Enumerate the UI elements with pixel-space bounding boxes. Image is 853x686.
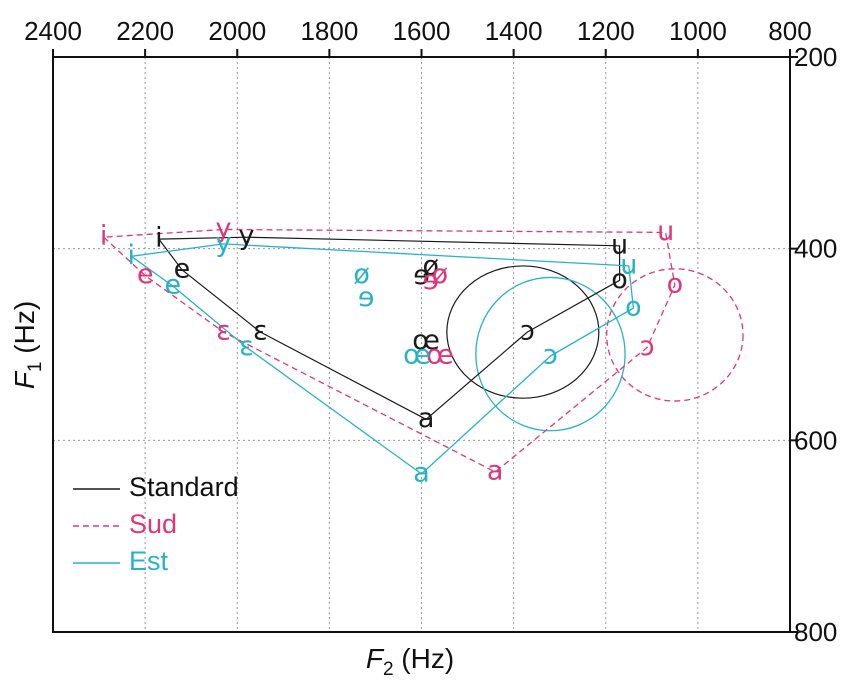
ellipse-sud xyxy=(606,268,744,402)
outline-standard xyxy=(158,236,621,420)
vowel-point-sud: y xyxy=(215,213,231,244)
vowel-point-sud: u xyxy=(657,216,674,247)
y-axis-title-unit: (Hz) xyxy=(9,301,40,362)
x-tick-label: 800 xyxy=(768,16,811,46)
vowel-point-sud: o xyxy=(667,269,684,300)
vowel-point-standard: u xyxy=(611,229,628,260)
vowel-point-est: ɘ xyxy=(358,282,375,313)
axis-titles: F2 (Hz) F1 (Hz) xyxy=(9,301,454,680)
vowel-point-standard: ø xyxy=(422,250,439,281)
vowel-point-est: a xyxy=(413,457,430,488)
x-tick-label: 2400 xyxy=(24,16,82,46)
x-tick-label: 1800 xyxy=(300,16,358,46)
y-axis-title-sub: 1 xyxy=(25,361,46,372)
vowel-point-sud: ɘ xyxy=(422,265,439,296)
y-tick-label: 400 xyxy=(794,234,837,264)
vowel-point-standard: ɛ xyxy=(253,316,268,347)
vowel-point-sud: ɔ xyxy=(640,331,655,362)
x-axis-title-unit: (Hz) xyxy=(394,643,455,674)
vowel-point-standard: a xyxy=(418,403,435,434)
y-axis-title-main: F xyxy=(9,370,40,389)
vowel-point-standard: œ xyxy=(412,325,440,356)
legend-label-est: Est xyxy=(129,546,169,576)
x-tick-label: 2200 xyxy=(116,16,174,46)
vowel-point-standard: o xyxy=(611,264,628,295)
x-axis-title-main: F xyxy=(366,643,385,674)
vowel-point-standard: ɔ xyxy=(520,316,535,347)
vowel-point-est: ɔ xyxy=(543,340,558,371)
vowel-point-est: i xyxy=(128,240,136,271)
vowel-point-est: u xyxy=(620,249,637,280)
legend-label-standard: Standard xyxy=(129,472,239,502)
vowel-point-sud: ɛ xyxy=(216,316,231,347)
grid-lines xyxy=(53,57,790,632)
y-tick-label: 200 xyxy=(794,42,837,72)
vowel-point-standard: e xyxy=(174,253,191,284)
axis-ticks: 2400 2200 2000 1800 1600 1400 1200 1000 80020040… xyxy=(24,16,837,647)
vowel-point-est: ø xyxy=(353,259,370,290)
x-tick-label: 2000 xyxy=(208,16,266,46)
vowel-point-est: ɛ xyxy=(239,331,254,362)
ellipse-standard xyxy=(446,265,600,399)
x-tick-label: 1000 xyxy=(669,16,727,46)
vowel-point-standard: ɘ xyxy=(413,260,430,291)
legend-label-sud: Sud xyxy=(129,509,177,539)
dispersion-ellipses xyxy=(446,265,744,432)
outline-sud xyxy=(103,228,676,473)
x-tick-label: 1400 xyxy=(485,16,543,46)
vowel-point-standard: i xyxy=(155,223,163,254)
vowel-point-sud: œ xyxy=(426,340,454,371)
outline-est xyxy=(130,243,635,475)
vowel-point-est: y xyxy=(215,227,231,258)
vowel-point-standard: y xyxy=(238,221,254,252)
x-tick-label: 1600 xyxy=(393,16,451,46)
vowel-space-outlines xyxy=(103,228,676,475)
vowel-point-est: e xyxy=(164,270,181,301)
ellipse-est xyxy=(475,276,626,432)
x-axis-title-sub: 2 xyxy=(383,659,394,680)
vowel-point-sud: a xyxy=(487,455,504,486)
y-axis-title: F1 (Hz) xyxy=(9,301,46,389)
x-tick-label: 1200 xyxy=(577,16,635,46)
vowel-point-sud: e xyxy=(137,259,154,290)
y-tick-label: 800 xyxy=(794,617,837,647)
y-tick-label: 600 xyxy=(794,425,837,455)
vowel-point-sud: ø xyxy=(432,259,449,290)
x-axis-title: F2 (Hz) xyxy=(366,643,454,680)
vowel-point-est: o xyxy=(625,292,642,323)
vowel-point-est: œ xyxy=(403,340,431,371)
vowel-point-sud: i xyxy=(100,221,108,252)
legend: Standard Sud Est xyxy=(73,472,239,576)
